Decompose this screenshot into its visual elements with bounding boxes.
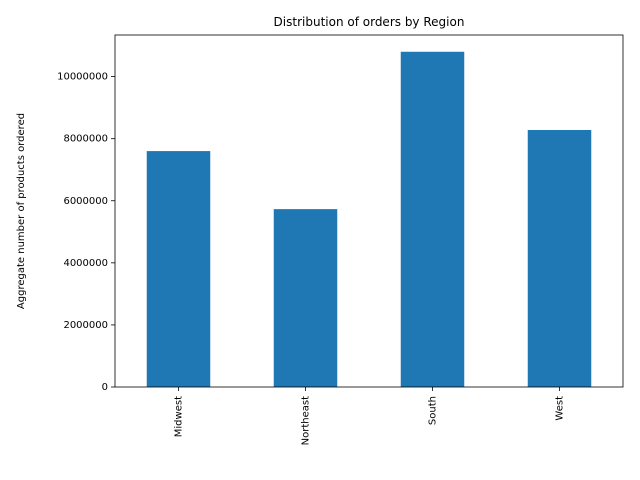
bar-midwest [146, 151, 211, 387]
y-tick-label: 6000000 [63, 196, 108, 207]
chart-title: Distribution of orders by Region [274, 15, 465, 29]
y-tick-label: 4000000 [63, 258, 108, 269]
bar-northeast [273, 209, 338, 387]
x-tick-label: South [428, 396, 439, 425]
y-tick-label: 2000000 [63, 320, 108, 331]
bars-group [146, 51, 592, 388]
y-tick-label: 0 [102, 382, 108, 393]
y-axis: 0 2000000 4000000 6000000 8000000 10000000 [57, 72, 115, 393]
y-tick-label: 10000000 [57, 72, 108, 83]
x-tick-label: Northeast [301, 396, 312, 445]
plot-frame [114, 34, 624, 388]
x-axis: Midwest Northeast South West [174, 387, 566, 445]
y-tick-label: 8000000 [63, 134, 108, 145]
bar-south [400, 51, 465, 388]
bar-west [527, 129, 592, 387]
x-tick-label: Midwest [174, 396, 185, 437]
x-tick-label: West [555, 396, 566, 421]
y-axis-label: Aggregate number of products ordered [16, 113, 27, 309]
